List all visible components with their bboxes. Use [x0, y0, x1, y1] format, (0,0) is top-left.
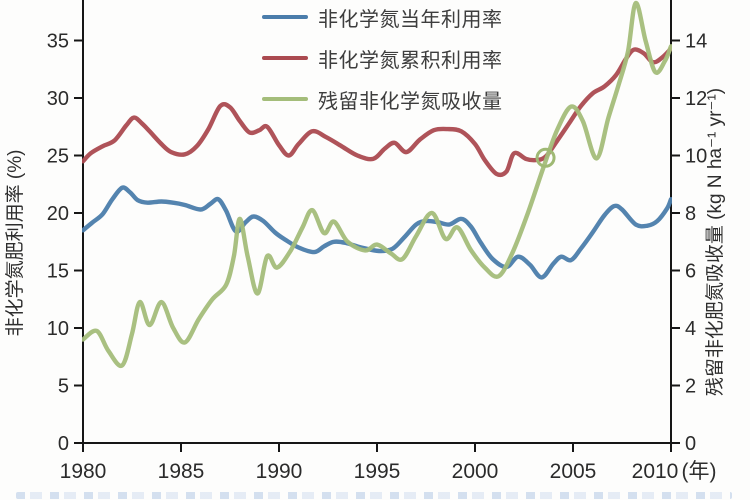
legend-item: 非化学氮当年利用率: [262, 4, 503, 31]
y-left-tick-label: 35: [47, 31, 69, 53]
y-left-tick-label: 0: [58, 433, 69, 455]
x-tick-label: 2010: [632, 460, 679, 483]
y-left-tick-label: 25: [47, 146, 69, 168]
legend-label: 残留非化学氮吸收量: [318, 90, 503, 113]
y-left-tick-label: 10: [47, 318, 69, 340]
y-right-tick-label: 6: [685, 261, 696, 283]
crossing-circle-marker: [535, 147, 556, 168]
y-left-tick-label: 15: [47, 261, 69, 283]
x-axis-unit-label: (年): [682, 460, 717, 483]
y-left-tick-label: 5: [58, 376, 69, 398]
y-right-tick-label: 8: [685, 203, 696, 225]
axes: [74, 0, 680, 452]
cropped-caption-fragments: [16, 492, 732, 499]
tick-labels: 0 5 10 15 20 25 30 35 0 2 4 6 8 10 12 14 1980 1985 1990 199…: [47, 31, 708, 484]
legend-line-swatch-blue: [262, 15, 308, 19]
legend-line-swatch-red: [262, 56, 308, 60]
legend-line-swatch-green: [262, 97, 308, 101]
annotation-layer: [535, 147, 556, 168]
legend-label: 非化学氮累积利用率: [318, 49, 503, 72]
y-right-tick-label: 4: [685, 318, 696, 340]
data-curves: [82, 0, 672, 369]
legend-label: 非化学氮当年利用率: [318, 8, 503, 31]
y-right-tick-label: 10: [685, 146, 707, 168]
legend-item: 非化学氮累积利用率: [262, 45, 503, 72]
x-tick-label: 2005: [550, 460, 597, 483]
y-right-tick-label: 2: [685, 376, 696, 398]
x-tick-label: 1985: [158, 460, 205, 483]
x-tick-label: 1980: [60, 460, 107, 483]
x-tick-label: 1995: [354, 460, 401, 483]
y-right-tick-label: 12: [685, 88, 707, 110]
series-line-0: [82, 185, 672, 280]
legend-item: 残留非化学氮吸收量: [262, 86, 503, 113]
y-axis-label-left: 非化学氮肥利用率 (%): [4, 150, 26, 337]
y-left-tick-label: 20: [47, 203, 69, 225]
series-line-2: [82, 0, 672, 369]
y-right-tick-label: 14: [685, 31, 707, 53]
series-line-1: [82, 46, 672, 178]
x-tick-label: 2000: [452, 460, 499, 483]
x-tick-label: 1990: [256, 460, 303, 483]
y-right-tick-label: 0: [685, 433, 696, 455]
legend: 非化学氮当年利用率 非化学氮累积利用率 残留非化学氮吸收量: [262, 4, 503, 113]
y-axis-label-right: 残留非化肥氮吸收量 (kg N ha⁻¹ yr⁻¹): [704, 88, 726, 396]
y-left-tick-label: 30: [47, 88, 69, 110]
